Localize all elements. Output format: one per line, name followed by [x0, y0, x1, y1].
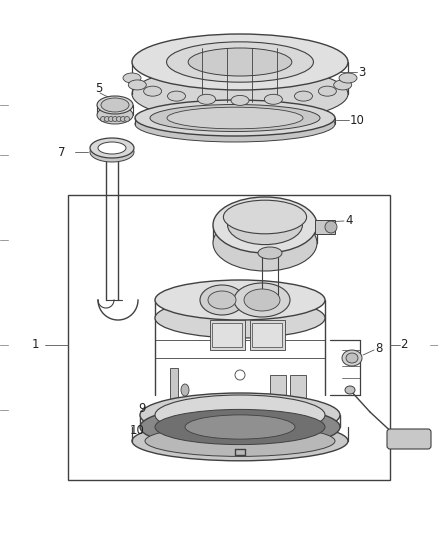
Ellipse shape: [166, 42, 314, 82]
Text: 4: 4: [345, 214, 353, 227]
Ellipse shape: [145, 425, 335, 456]
Ellipse shape: [117, 117, 121, 122]
Bar: [210, 320, 245, 350]
Ellipse shape: [345, 386, 355, 394]
Ellipse shape: [155, 280, 325, 320]
Ellipse shape: [144, 86, 162, 96]
Bar: [212, 323, 242, 347]
Ellipse shape: [100, 117, 106, 122]
Ellipse shape: [244, 289, 280, 311]
Ellipse shape: [213, 215, 317, 271]
Ellipse shape: [200, 285, 244, 315]
Text: 7: 7: [58, 147, 66, 159]
Text: 10: 10: [130, 424, 145, 437]
Ellipse shape: [235, 400, 245, 410]
Ellipse shape: [342, 350, 362, 366]
Ellipse shape: [325, 221, 337, 233]
Text: 9: 9: [138, 401, 145, 415]
Ellipse shape: [155, 298, 325, 338]
Text: 10: 10: [350, 114, 365, 126]
Ellipse shape: [90, 142, 134, 162]
Text: 8: 8: [375, 342, 382, 354]
Ellipse shape: [109, 117, 113, 122]
Ellipse shape: [198, 94, 215, 104]
Bar: [68, 195, 390, 480]
Ellipse shape: [113, 117, 117, 122]
Text: 2: 2: [400, 338, 407, 351]
Ellipse shape: [140, 393, 340, 437]
Bar: [290, 375, 306, 403]
Text: 5: 5: [95, 82, 102, 94]
Ellipse shape: [231, 95, 249, 106]
Ellipse shape: [188, 48, 292, 76]
Ellipse shape: [234, 283, 290, 317]
Ellipse shape: [98, 142, 126, 154]
Ellipse shape: [140, 405, 340, 449]
Ellipse shape: [334, 80, 352, 90]
Ellipse shape: [155, 409, 325, 445]
Ellipse shape: [132, 34, 348, 90]
Ellipse shape: [120, 117, 126, 122]
Ellipse shape: [265, 94, 283, 104]
Ellipse shape: [128, 80, 146, 90]
Ellipse shape: [185, 415, 295, 439]
Ellipse shape: [124, 117, 130, 122]
Bar: [250, 320, 285, 350]
Ellipse shape: [167, 107, 303, 129]
Ellipse shape: [90, 138, 134, 158]
Ellipse shape: [135, 106, 335, 142]
Ellipse shape: [181, 384, 189, 396]
Ellipse shape: [208, 291, 236, 309]
Ellipse shape: [294, 91, 312, 101]
Ellipse shape: [150, 104, 320, 132]
Ellipse shape: [235, 370, 245, 380]
Ellipse shape: [213, 197, 317, 253]
Ellipse shape: [167, 91, 186, 101]
Ellipse shape: [339, 73, 357, 83]
Ellipse shape: [97, 96, 133, 114]
Ellipse shape: [132, 421, 348, 461]
Ellipse shape: [123, 73, 141, 83]
Ellipse shape: [132, 66, 348, 122]
Ellipse shape: [346, 353, 358, 363]
Text: 3: 3: [358, 66, 365, 78]
Ellipse shape: [223, 200, 307, 234]
Ellipse shape: [258, 247, 282, 259]
Ellipse shape: [105, 117, 110, 122]
Bar: [315, 220, 335, 234]
Ellipse shape: [228, 205, 303, 245]
Text: 1: 1: [32, 338, 39, 351]
Ellipse shape: [318, 86, 336, 96]
Ellipse shape: [97, 106, 133, 124]
Ellipse shape: [155, 395, 325, 435]
Bar: [252, 323, 282, 347]
Bar: [170, 368, 178, 410]
Ellipse shape: [101, 98, 129, 112]
Bar: [270, 375, 286, 403]
FancyBboxPatch shape: [387, 429, 431, 449]
Ellipse shape: [135, 100, 335, 136]
